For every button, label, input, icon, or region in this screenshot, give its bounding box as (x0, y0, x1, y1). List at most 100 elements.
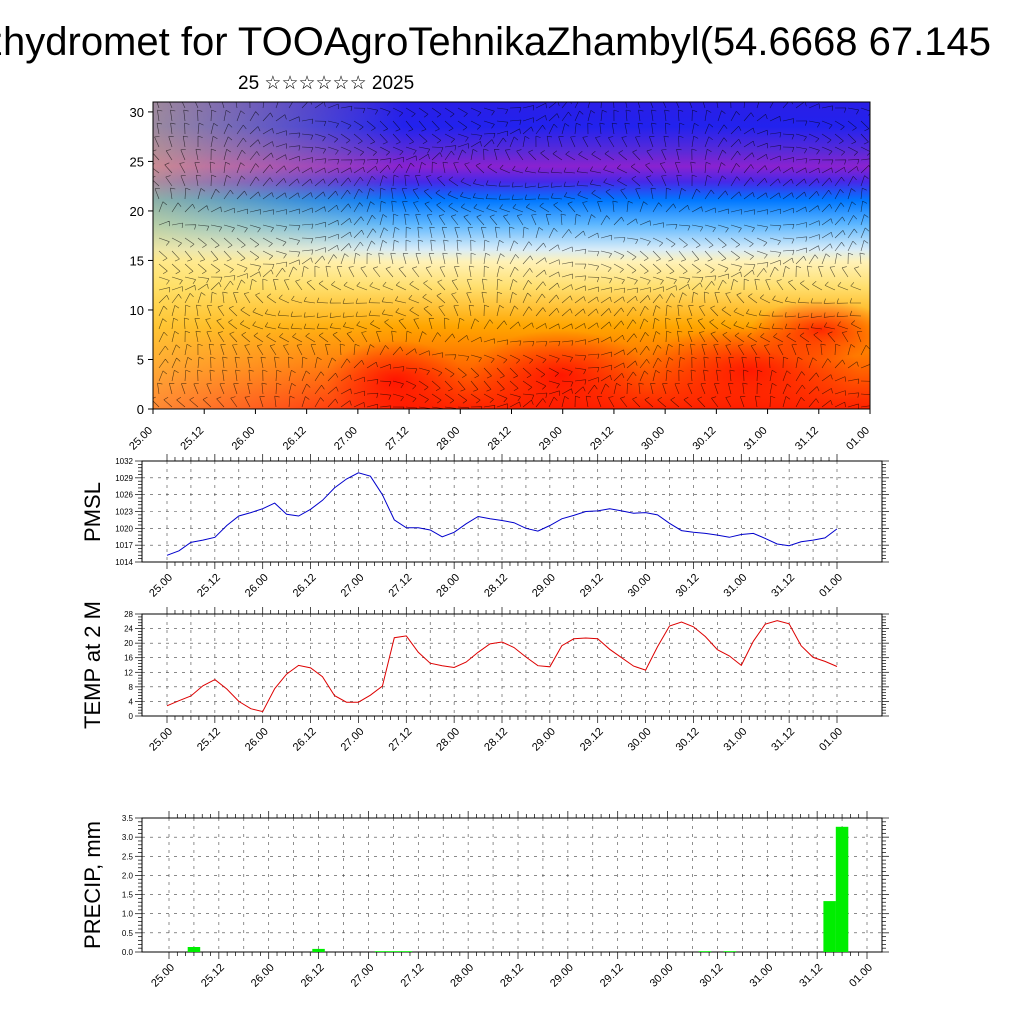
x-tick-label: 26.12 (291, 726, 319, 754)
y-tick-label: 1026 (115, 491, 133, 500)
x-tick-label: 25.12 (178, 425, 206, 453)
precip-bar (187, 947, 201, 952)
y-axis-label: TEMP at 2 M (80, 601, 105, 729)
precipitation-panel: 0.0 0.5 1.0 1.5 2.0 2.5 3.0 3.5 25.00 25.12 26.00 2… (80, 811, 889, 990)
x-tick-label: 25.00 (147, 726, 175, 754)
y-tick-label: 1020 (115, 524, 133, 533)
y-tick-label: 1.5 (122, 891, 134, 900)
x-tick-label: 28.00 (434, 425, 462, 453)
x-tick-label: 25.12 (199, 962, 227, 990)
series-line (166, 620, 838, 713)
x-tick-label: 26.00 (243, 572, 271, 600)
heatmap-warm-core (470, 330, 650, 409)
y-tick-label: 4 (129, 697, 134, 706)
x-tick-label: 31.12 (769, 726, 797, 754)
y-tick-label: 0.0 (122, 948, 134, 957)
heatmap-warm-core (750, 300, 870, 360)
y-tick-label: 3.0 (122, 833, 134, 842)
x-tick-label: 27.00 (332, 425, 360, 453)
x-tick-label: 29.12 (598, 962, 626, 990)
x-tick-label: 01.00 (847, 962, 875, 990)
y-axis-label: PMSL (80, 482, 105, 542)
x-tick-label: 27.12 (386, 726, 414, 754)
x-tick-label: 27.00 (339, 726, 367, 754)
x-tick-label: 26.12 (291, 572, 319, 600)
y-tick-label: 1029 (115, 474, 133, 483)
y-tick-label: 30 (130, 105, 144, 120)
x-tick-label: 25.12 (195, 726, 223, 754)
x-tick-label: 30.00 (626, 572, 654, 600)
x-tick-label: 31.12 (797, 962, 825, 990)
x-tick-label: 28.00 (434, 726, 462, 754)
precip-bar (399, 951, 413, 952)
y-tick-label: 0 (129, 712, 134, 721)
x-tick-label: 31.00 (747, 962, 775, 990)
x-tick-label: 29.00 (530, 572, 558, 600)
plot-frame (141, 613, 883, 717)
x-tick-label: 30.00 (626, 726, 654, 754)
x-tick-label: 26.00 (243, 726, 271, 754)
y-tick-label: 16 (124, 654, 133, 663)
x-tick-label: 31.00 (742, 425, 770, 453)
y-tick-label: 0.5 (122, 929, 134, 938)
y-tick-label: 1023 (115, 508, 133, 517)
y-tick-label: 5 (137, 352, 144, 367)
y-tick-label: 8 (129, 683, 134, 692)
y-tick-label: 20 (130, 204, 144, 219)
y-tick-label: 24 (124, 625, 133, 634)
x-tick-label: 31.00 (721, 726, 749, 754)
x-tick-label: 26.12 (281, 425, 309, 453)
x-tick-label: 31.12 (769, 572, 797, 600)
x-tick-label: 29.00 (537, 425, 565, 453)
cross-section-panel: 0 5 10 15 20 25 30 25.00 25.12 26.00 26.12 27.00 27.… (127, 101, 872, 453)
x-tick-label: 29.00 (548, 962, 576, 990)
x-tick-label: 26.00 (249, 962, 277, 990)
y-tick-label: 25 (130, 154, 144, 169)
x-tick-label: 26.12 (299, 962, 327, 990)
x-tick-label: 30.12 (674, 572, 702, 600)
x-tick-label: 26.00 (230, 425, 258, 453)
y-tick-label: 0 (137, 402, 144, 417)
x-tick-label: 28.00 (448, 962, 476, 990)
chart-title: zhydromet for TOOAgroTehnikaZhambyl(54.6… (0, 20, 991, 64)
plot-frame (141, 460, 883, 563)
x-tick-label: 28.12 (482, 572, 510, 600)
x-tick-label: 30.12 (698, 962, 726, 990)
x-tick-label: 01.00 (844, 425, 872, 453)
heatmap-warm-core (325, 340, 465, 409)
x-tick-label: 27.00 (339, 572, 367, 600)
x-tick-label: 28.12 (486, 425, 514, 453)
y-tick-label: 15 (130, 253, 144, 268)
plot-frame (141, 817, 883, 953)
x-tick-label: 27.12 (383, 425, 411, 453)
y-tick-label: 1032 (115, 457, 133, 466)
y-tick-label: 1.0 (122, 910, 134, 919)
x-tick-label: 29.12 (588, 425, 616, 453)
y-tick-label: 12 (124, 668, 133, 677)
y-tick-label: 1017 (115, 541, 133, 550)
y-axis-label: PRECIP, mm (80, 821, 105, 949)
temperature-panel: 0 4 8 12 16 20 24 28 25.00 25.12 26.00 26.12 27.00 27… (80, 601, 889, 754)
precip-bar (698, 951, 712, 952)
x-tick-label: 31.12 (793, 425, 821, 453)
x-tick-label: 28.12 (482, 726, 510, 754)
x-tick-label: 27.12 (386, 572, 414, 600)
x-tick-label: 29.12 (578, 726, 606, 754)
y-tick-label: 20 (124, 639, 133, 648)
x-tick-label: 01.00 (817, 726, 845, 754)
x-tick-label: 28.12 (498, 962, 526, 990)
precip-bar (723, 951, 737, 952)
y-tick-label: 28 (124, 610, 133, 619)
x-tick-label: 30.00 (639, 425, 667, 453)
x-tick-label: 25.12 (195, 572, 223, 600)
y-tick-label: 2.0 (122, 871, 134, 880)
x-tick-label: 25.00 (147, 572, 175, 600)
precip-bar (835, 826, 849, 952)
x-tick-label: 28.00 (434, 572, 462, 600)
y-tick-label: 1014 (115, 558, 133, 567)
x-tick-label: 01.00 (817, 572, 845, 600)
y-tick-label: 2.5 (122, 852, 134, 861)
x-tick-label: 27.12 (398, 962, 426, 990)
x-tick-label: 30.12 (691, 425, 719, 453)
